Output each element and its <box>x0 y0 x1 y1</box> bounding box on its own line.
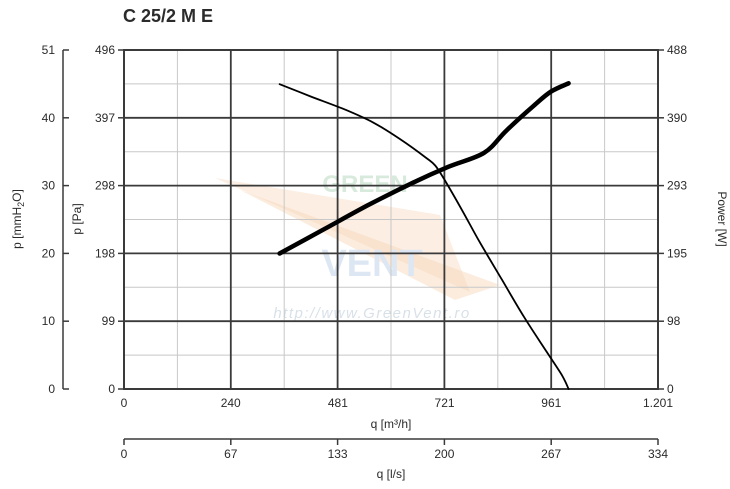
x-axis-label-ls: q [l/s] <box>377 467 406 481</box>
axis-power-ticks: 0 98 195 293 390 488 <box>658 43 687 396</box>
x-tick-label-m3h: 240 <box>221 396 241 410</box>
y-tick-label-mmh2o: 0 <box>48 382 55 396</box>
axis-m3h-ticks: 0 240 481 721 961 1.201 <box>121 396 674 410</box>
x2-tick-label-ls: 67 <box>224 447 238 461</box>
y-tick-label-power: 195 <box>667 246 687 260</box>
x2-tick-label-ls: 267 <box>541 447 561 461</box>
x-tick-label-m3h: 721 <box>435 396 455 410</box>
axis-ls-ticks: 0 67 133 200 267 334 <box>121 439 668 461</box>
series-layer <box>277 81 571 390</box>
pressure-curve <box>278 83 570 390</box>
power-curve <box>277 81 571 256</box>
axis-mmh2o-ticks: 0 10 20 30 40 51 <box>42 43 69 396</box>
y-tick-label-pa: 496 <box>95 43 115 57</box>
y-tick-label-power: 390 <box>667 111 687 125</box>
y-tick-label-power: 488 <box>667 43 687 57</box>
y-tick-label-pa: 198 <box>95 246 115 260</box>
y-tick-label-mmh2o: 40 <box>42 111 56 125</box>
x-tick-label-m3h: 1.201 <box>643 396 673 410</box>
y-tick-label-pa: 298 <box>95 179 115 193</box>
x-tick-label-m3h: 481 <box>328 396 348 410</box>
axis-pa-ticks: 0 99 198 298 397 496 <box>95 43 124 396</box>
x2-tick-label-ls: 334 <box>648 447 668 461</box>
x2-tick-label-ls: 133 <box>328 447 348 461</box>
y-tick-label-pa: 0 <box>108 382 115 396</box>
y-tick-label-power: 0 <box>667 382 674 396</box>
greenvent-watermark: GREEN VENT http://www.GreenVent.ro <box>215 171 500 322</box>
y-tick-label-mmh2o: 30 <box>42 179 56 193</box>
x-tick-label-m3h: 0 <box>121 396 128 410</box>
y-tick-label-power: 293 <box>667 179 687 193</box>
watermark-brand-bottom: VENT <box>321 243 422 285</box>
y-axis-label-pa: p [Pa] <box>70 203 84 234</box>
y-tick-label-mmh2o: 20 <box>42 246 56 260</box>
y-tick-label-pa: 397 <box>95 111 115 125</box>
y-tick-label-mmh2o: 10 <box>42 314 56 328</box>
y-tick-label-power: 98 <box>667 314 681 328</box>
chart-title: C 25/2 M E <box>123 6 213 26</box>
y-tick-label-pa: 99 <box>102 314 116 328</box>
x2-tick-label-ls: 200 <box>434 447 454 461</box>
chart-grid <box>124 50 658 389</box>
x-tick-label-m3h: 961 <box>541 396 561 410</box>
y-tick-label-mmh2o: 51 <box>42 43 56 57</box>
y-axis-label-power: Power [W] <box>715 191 729 246</box>
y-axis-label-mmh2o: p [mmH2O] <box>10 189 26 249</box>
plot-frame <box>123 49 659 390</box>
x-axis-label-m3h: q [m³/h] <box>371 417 412 431</box>
x2-tick-label-ls: 0 <box>121 447 128 461</box>
watermark-url: http://www.GreenVent.ro <box>273 305 470 322</box>
